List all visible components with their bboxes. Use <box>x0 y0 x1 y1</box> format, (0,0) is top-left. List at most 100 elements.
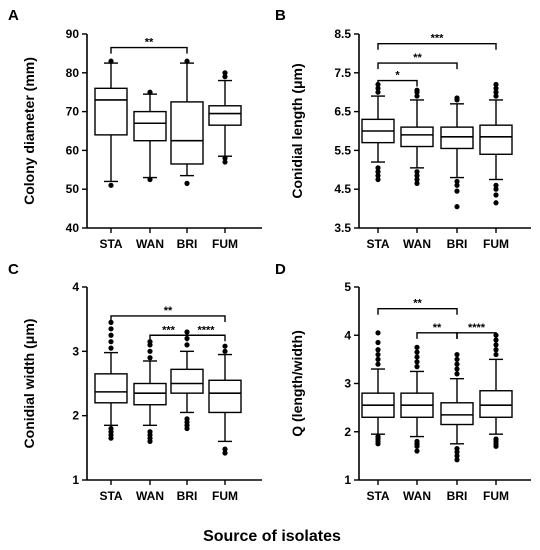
y-tick-label: 2 <box>72 409 79 423</box>
significance-label: ** <box>164 305 173 317</box>
outlier-point <box>454 361 460 367</box>
box-sta <box>361 81 395 183</box>
box-sta <box>361 330 395 447</box>
outlier-point <box>414 176 420 183</box>
x-tick-label: STA <box>99 489 122 503</box>
outlier-point <box>493 81 499 88</box>
significance-bracket: *** <box>149 324 188 342</box>
outlier-point <box>108 58 114 64</box>
outlier-point <box>184 342 190 348</box>
y-tick-label: 3 <box>72 344 79 358</box>
outlier-point <box>454 371 460 377</box>
x-tick-label: BRI <box>447 489 468 503</box>
outlier-point <box>414 344 420 350</box>
significance-label: *** <box>162 324 176 336</box>
y-axis-title: Conidial width (μm) <box>21 319 37 449</box>
bracket-line <box>377 62 458 70</box>
outlier-point <box>454 351 460 358</box>
outlier-point <box>108 326 114 332</box>
y-axis-title: Conidial length (μm) <box>289 63 305 198</box>
x-tick-label: FUM <box>212 489 238 503</box>
interquartile-box <box>133 382 167 406</box>
bracket-line <box>416 332 458 339</box>
x-tick-label: BRI <box>447 237 468 251</box>
panel-letter: B <box>275 7 286 24</box>
y-tick-label: 4.5 <box>334 182 351 196</box>
interquartile-box <box>440 126 474 150</box>
outlier-point <box>375 85 381 91</box>
significance-label: *** <box>431 33 445 45</box>
box-wan <box>400 87 434 186</box>
outlier-point <box>375 165 381 171</box>
outlier-point <box>147 348 153 354</box>
outlier-point <box>375 330 381 336</box>
x-tick-label: STA <box>366 489 389 503</box>
outlier-point <box>222 159 228 165</box>
x-tick-label: BRI <box>177 489 198 503</box>
y-tick-label: 3.5 <box>334 221 351 235</box>
outlier-point <box>493 89 499 95</box>
x-tick-label: FUM <box>483 237 509 251</box>
panel-A: A Colony diameter (mm) 40 50 60 70 80 90 STA WAN B… <box>8 7 262 251</box>
outlier-point <box>493 342 499 348</box>
outlier-point <box>454 188 460 194</box>
outlier-point <box>222 155 228 161</box>
box-sta <box>94 319 128 441</box>
interquartile-box <box>208 379 242 414</box>
y-tick-label: 80 <box>66 66 80 80</box>
outlier-point <box>493 436 499 442</box>
outlier-point <box>184 416 190 422</box>
outlier-point <box>222 450 228 456</box>
significance-label: ** <box>413 298 422 310</box>
y-axis-title: Colony diameter (mm) <box>21 57 37 205</box>
y-tick-label: 4 <box>344 328 351 342</box>
bracket-line <box>110 46 188 54</box>
outlier-point <box>414 364 420 370</box>
panel-letter: A <box>8 7 19 24</box>
outlier-point <box>493 85 499 91</box>
outlier-point <box>454 457 460 463</box>
outlier-point <box>375 89 381 95</box>
significance-bracket: ** <box>110 37 188 54</box>
interquartile-box <box>94 87 128 136</box>
panel-letter: D <box>275 261 286 278</box>
outlier-point <box>184 180 190 186</box>
outlier-point <box>147 355 153 361</box>
box-sta <box>94 58 128 188</box>
significance-label: * <box>395 70 400 82</box>
outlier-point <box>493 182 499 188</box>
interquartile-box <box>94 373 128 404</box>
outlier-point <box>375 176 381 183</box>
outlier-point <box>454 95 460 101</box>
significance-label: ** <box>413 52 422 64</box>
x-tick-label: FUM <box>483 489 509 503</box>
outlier-point <box>108 425 114 432</box>
outlier-point <box>414 359 420 365</box>
outlier-point <box>375 356 381 362</box>
x-tick-label: STA <box>99 237 122 251</box>
box-fum <box>479 332 513 449</box>
outlier-point <box>375 339 381 346</box>
significance-bracket: * <box>377 70 418 87</box>
significance-label: **** <box>468 322 486 334</box>
outlier-point <box>108 332 114 338</box>
outlier-point <box>454 446 460 452</box>
significance-bracket: ** <box>377 52 458 70</box>
outlier-point <box>147 429 153 435</box>
outlier-point <box>147 339 153 345</box>
outlier-point <box>222 446 228 452</box>
x-tick-label: WAN <box>403 237 431 251</box>
y-tick-label: 4 <box>72 280 79 294</box>
outlier-point <box>493 192 499 198</box>
outlier-point <box>493 347 499 353</box>
x-tick-label: BRI <box>177 237 198 251</box>
interquartile-box <box>440 402 474 426</box>
y-tick-label: 8.5 <box>334 27 351 41</box>
box-fum <box>479 81 513 206</box>
y-axis-title: Q (length/width) <box>289 330 305 437</box>
outlier-point <box>454 453 460 459</box>
interquartile-box <box>133 110 167 142</box>
x-tick-label: FUM <box>212 237 238 251</box>
significance-bracket: ** <box>377 298 458 315</box>
